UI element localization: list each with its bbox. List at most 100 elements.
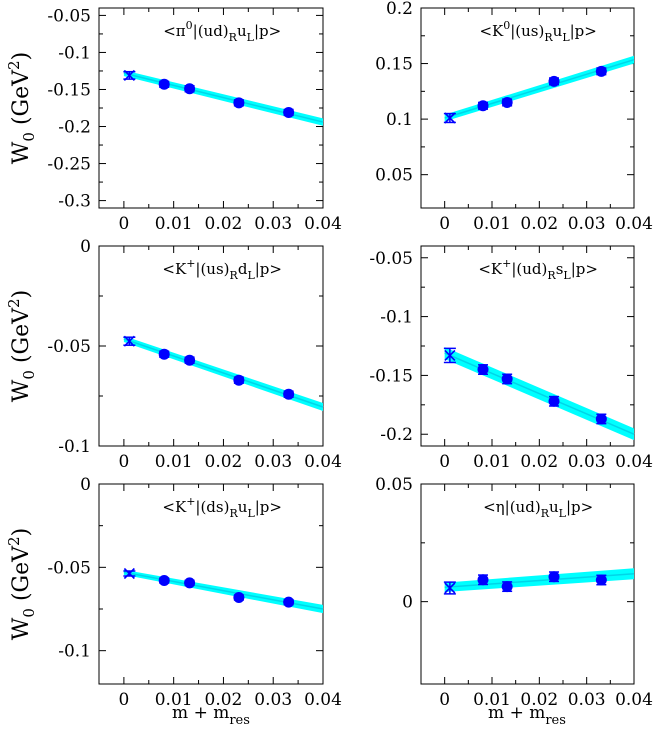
x-tick-label: 0.03 [568,452,606,472]
panel-2: 0 0.01 0.02 0.03 0.04 0.2 0.15 0.1 0.05 <K0|(us)R… [375,0,653,234]
plot-frame [420,7,635,209]
x-tick-label: 0.01 [155,690,193,710]
x-tick-label: 0.04 [304,452,342,472]
x-tick-label: 0.02 [205,214,243,234]
x-tick-label: 0.03 [254,690,292,710]
data-point [233,97,245,109]
x-tick-label: 0.04 [615,690,653,710]
x-tick-label: 0 [439,690,450,710]
x-tick-label: 0.04 [615,214,653,234]
x-tick-label: 0.01 [155,214,193,234]
y-tick-label: 0 [80,475,91,495]
data-point [501,581,513,593]
data-point [548,75,560,87]
panel-6: 0 0.01 0.02 0.03 0.04 0.05 0 <η|(ud)RuL|p> [375,475,653,710]
data-point [184,354,196,366]
plot-frame [420,483,635,685]
x-tick-label: 0.03 [568,214,606,234]
y-tick-label: -0.15 [369,366,413,386]
panel-title: <π0|(ud)RuL|p> [163,19,281,44]
x-tick-label: 0.01 [473,690,511,710]
data-point [477,100,489,112]
y-tick-label: -0.25 [47,155,91,175]
y-axis-label: W0 (GeV2) [5,52,38,164]
data-point [158,78,170,90]
panel-3: 0 0.01 0.02 0.03 0.04 0 -0.05 -0.1 <K+|(us)RdL|p… [47,237,342,472]
y-tick-label: -0.2 [380,425,413,445]
x-tick-label: 0.02 [205,690,243,710]
y-tick-label: 0 [80,237,91,257]
x-tick-label: 0 [118,452,129,472]
panel-title: <K0|(us)RuL|p> [479,19,596,44]
y-tick-label: -0.1 [380,308,413,328]
data-point [184,577,196,589]
x-tick-label: 0 [118,214,129,234]
plot-frame [98,483,324,685]
data-point [233,592,245,603]
data-point [283,106,295,118]
y-tick-label: -0.05 [369,249,413,269]
y-tick-label: -0.05 [47,6,91,26]
y-tick-label: -0.05 [47,558,91,578]
data-point [501,373,513,385]
y-tick-label: -0.1 [58,43,91,63]
data-point [595,65,607,77]
fit-band [123,569,323,614]
data-point [283,596,295,608]
chiral-point-x-b [444,582,456,594]
y-tick-label: -0.15 [47,80,91,100]
data-point [501,96,513,108]
data-point [158,575,170,586]
data-point [548,571,560,583]
y-tick-label: -0.05 [47,337,91,357]
x-tick-label: 0.01 [473,214,511,234]
panel-title: <η|(ud)RuL|p> [483,498,593,520]
y-axis-label: W0 (GeV2) [5,528,38,640]
data-point [283,388,295,400]
panel-5: 0 0.01 0.02 0.03 0.04 0 -0.05 -0.1 <K+|(ds)RuL|p… [47,475,342,710]
y-tick-label: 0 [402,593,413,613]
data-point [233,374,245,386]
x-tick-label: 0.04 [304,690,342,710]
x-tick-label: 0.03 [254,214,292,234]
y-tick-label: 0.15 [375,55,413,75]
x-tick-label: 0.04 [615,452,653,472]
y-tick-label: -0.1 [58,437,91,457]
x-tick-label: 0.01 [155,452,193,472]
data-point [548,395,560,407]
panel-title: <K+|(ud)RsL|p> [478,257,598,282]
chiral-point-x-b [123,69,135,81]
panel-title: <K+|(us)RdL|p> [162,257,282,282]
x-axis-label: m + mres [488,703,566,728]
data-point [595,574,607,586]
x-axis-label: m + mres [172,703,250,728]
x-tick-label: 0.03 [568,690,606,710]
x-tick-label: 0.02 [520,690,558,710]
y-tick-label: 0.05 [375,166,413,186]
x-tick-label: 0.01 [473,452,511,472]
data-point [477,364,489,376]
y-tick-label: -0.3 [58,192,91,212]
data-point [184,83,196,95]
x-tick-label: 0.03 [254,452,292,472]
chiral-point-x-b [444,112,456,124]
x-tick-label: 0.02 [520,214,558,234]
x-tick-label: 0 [439,214,450,234]
data-point [158,348,170,360]
data-point [595,413,607,425]
panel-1: 0 0.01 0.02 0.03 0.04 -0.05 -0.1 -0.15 -0.2 -0.25… [47,6,342,234]
x-tick-label: 0 [118,690,129,710]
x-tick-label: 0.02 [520,452,558,472]
chiral-point-x-b [444,349,456,361]
x-tick-label: 0 [439,452,450,472]
y-tick-label: -0.2 [58,118,91,138]
y-tick-label: 0.05 [375,475,413,495]
data-point [477,574,489,586]
x-tick-label: 0.04 [304,214,342,234]
chiral-point-x-b [123,335,135,347]
y-axis-label: W0 (GeV2) [5,290,38,402]
panel-4: 0 0.01 0.02 0.03 0.04 -0.05 -0.1 -0.15 -0.2 <K+|(… [369,245,653,472]
x-tick-label: 0.02 [205,452,243,472]
